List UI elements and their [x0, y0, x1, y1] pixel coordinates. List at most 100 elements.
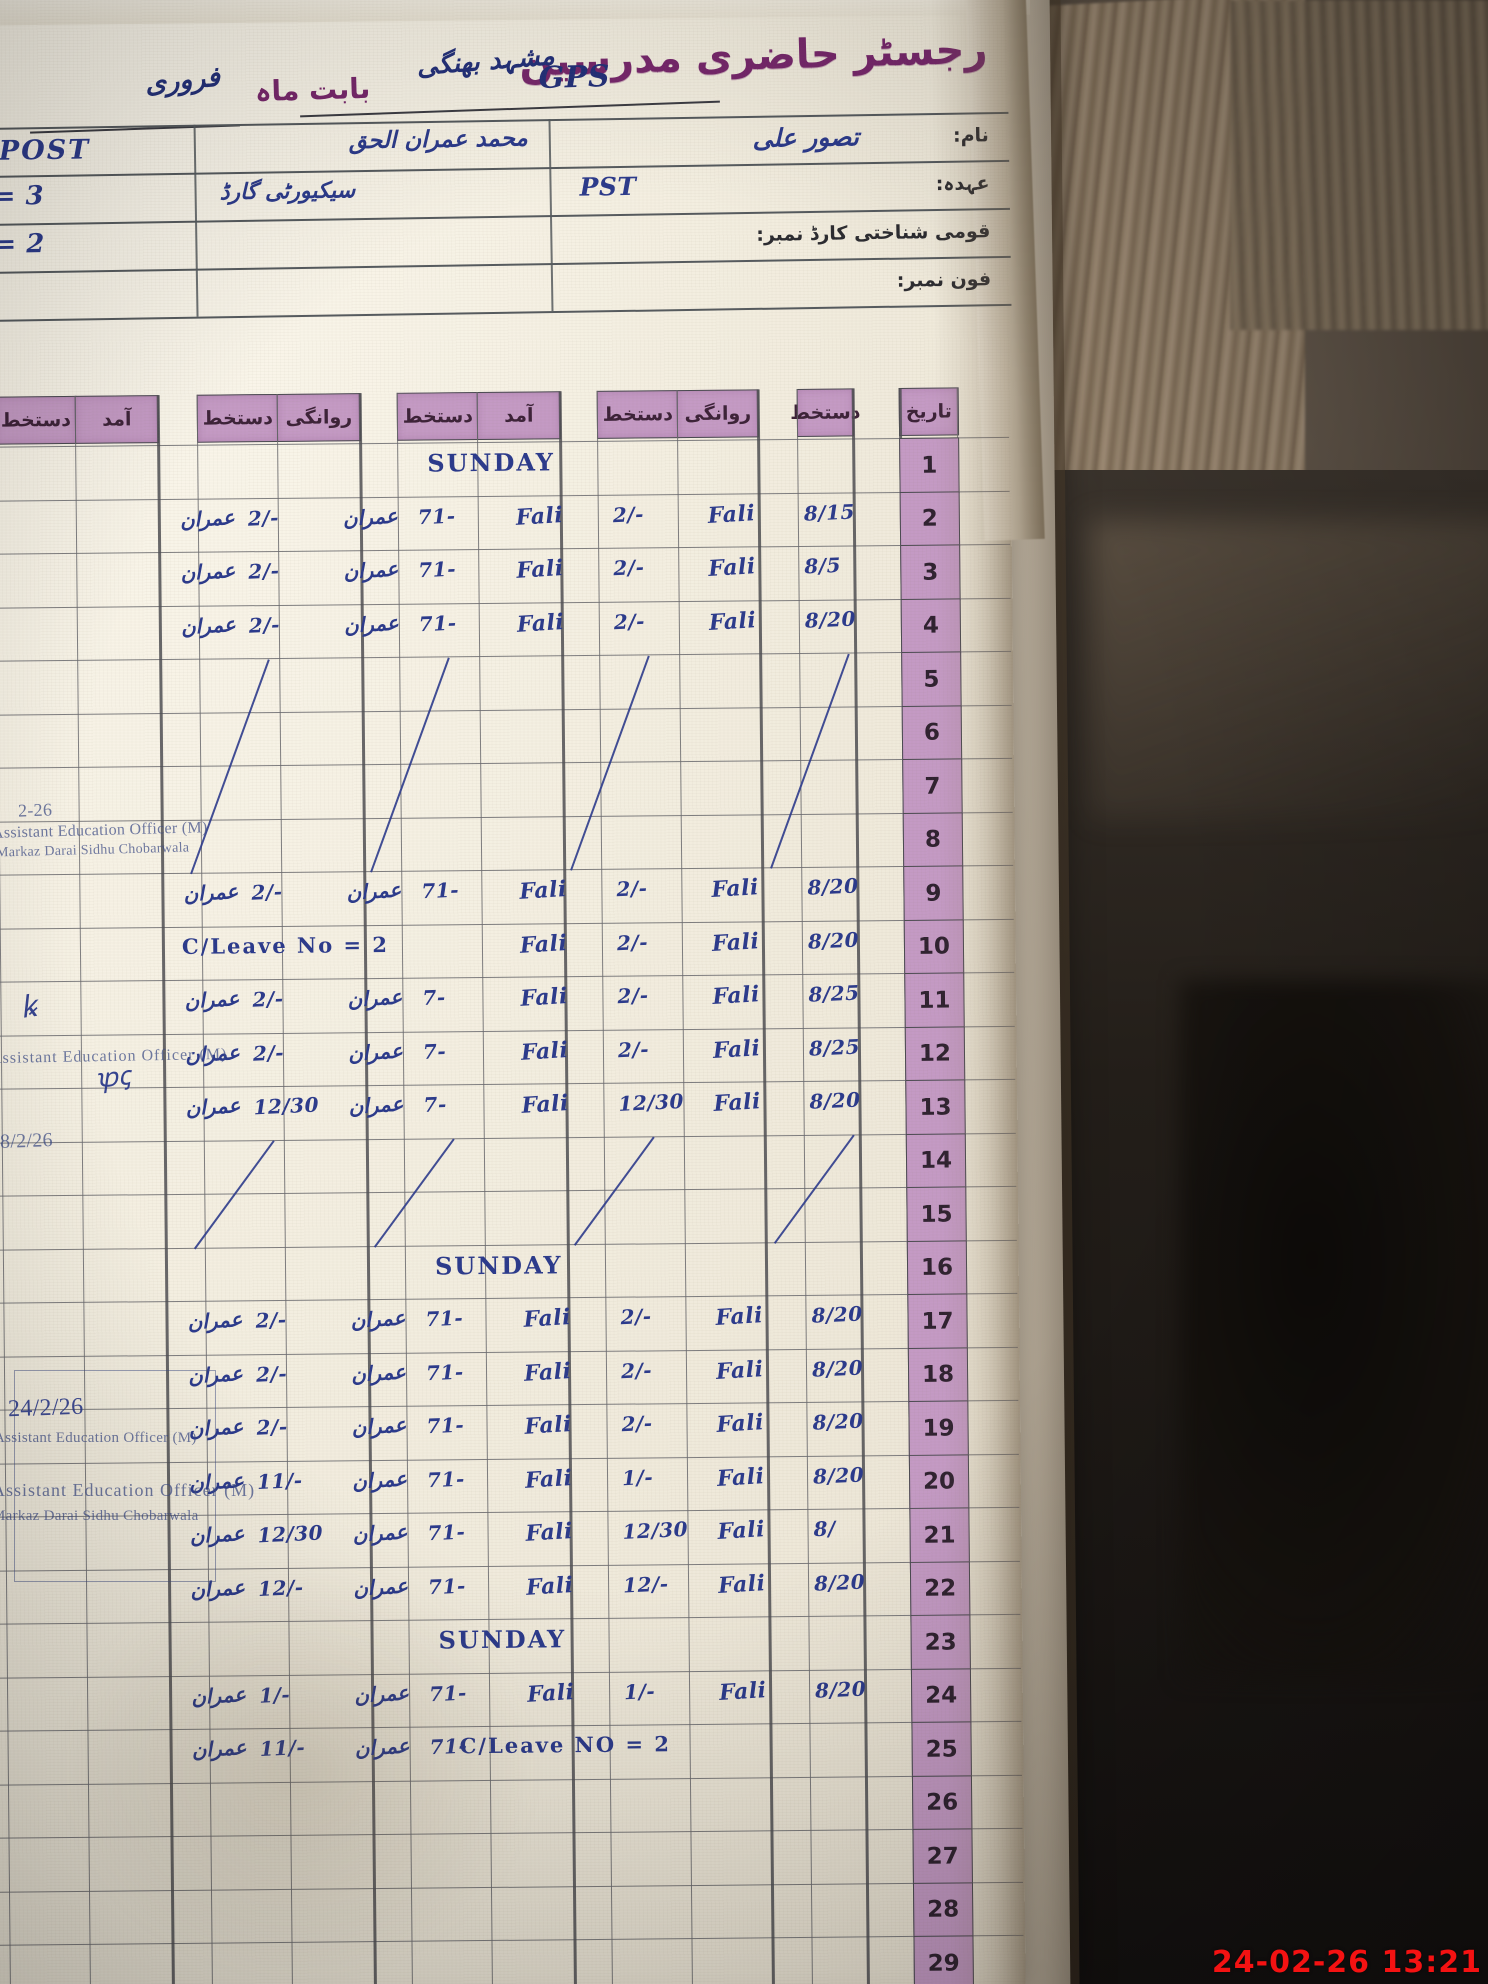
column-header-date: تاریخ	[898, 387, 960, 436]
signature-urdu: عمران	[345, 877, 402, 905]
stamp-date-3: 24/2/26	[7, 1393, 84, 1423]
arrival-time: 8/20	[811, 1355, 864, 1382]
date-cell: 8	[902, 811, 964, 868]
signature-urdu: عمران	[182, 878, 239, 907]
date-cell: 25	[911, 1721, 972, 1778]
date-number: 24	[925, 1682, 958, 1710]
arrival-time: 2/-	[247, 504, 280, 531]
column-header-5: روانگی	[276, 393, 362, 442]
arrival-time: 2/-	[248, 611, 281, 638]
label-cnic: قومی شناختی کارڈ نمبر:	[756, 220, 991, 246]
date-cell: 21	[909, 1507, 970, 1564]
date-cell: 14	[905, 1132, 967, 1189]
date-cell: 28	[912, 1881, 974, 1938]
arrival-time: 2/-	[255, 1360, 288, 1387]
signature-mark: Fali	[519, 982, 569, 1012]
date-cell: 3	[900, 544, 961, 601]
column-header-label: روانگی	[684, 402, 752, 426]
date-cell: 17	[907, 1293, 968, 1350]
date-cell: 2	[899, 490, 961, 547]
departure-time: 7-	[422, 1038, 447, 1064]
date-cell: 12	[904, 1025, 966, 1082]
departure-time: 1/-	[623, 1678, 656, 1704]
signature-mark: Fali	[712, 1088, 762, 1118]
signature-urdu: عمران	[343, 609, 400, 638]
departure-time: 71-	[418, 610, 457, 636]
date-cell: 4	[900, 597, 962, 654]
date-number: 29	[927, 1950, 960, 1977]
departure-time: 12/30	[622, 1516, 689, 1544]
date-cell: 7	[902, 758, 963, 815]
date-cell: 20	[908, 1453, 970, 1510]
casual-leave-note: C/Leave No = 2	[181, 931, 390, 959]
departure-time: 71-	[426, 1412, 465, 1439]
departure-time: 2/-	[613, 608, 646, 634]
date-cell: 11	[904, 972, 965, 1029]
departure-time: 12/30	[617, 1088, 685, 1116]
column-header-label: آمد	[504, 404, 534, 427]
departure-time: 1/-	[621, 1464, 654, 1490]
signature-mark: Fali	[520, 1036, 570, 1066]
departure-time: 71-	[426, 1466, 466, 1492]
paper-smudge	[60, 1560, 540, 1980]
signature-mark: Fali	[515, 501, 564, 531]
margin-count-2: = 2	[0, 229, 46, 260]
date-number: 1	[921, 452, 938, 479]
date-cell: 16	[906, 1239, 968, 1296]
date-number: 28	[927, 1896, 960, 1924]
arrival-time: 8/20	[808, 1087, 862, 1114]
column-header-label: تاریخ	[905, 400, 952, 423]
departure-time: 2/-	[616, 929, 649, 955]
officer-stamp-3-line2: Assistant Education Officer (M)	[0, 1480, 256, 1500]
date-cell: 10	[903, 918, 965, 975]
signature-mark: Fali	[717, 1569, 767, 1599]
floor-light-streak	[1090, 520, 1488, 820]
date-number: 7	[924, 773, 941, 800]
date-number: 26	[926, 1789, 959, 1817]
signature-urdu: عمران	[186, 1306, 244, 1335]
signature-urdu: عمران	[342, 556, 399, 584]
column-header-label: دستخط	[402, 405, 474, 428]
signature-mark: Fali	[715, 1355, 765, 1385]
value-teacher1-designation: PST	[579, 171, 637, 202]
signature-mark: Fali	[516, 608, 565, 638]
signature-mark: Fali	[523, 1357, 573, 1387]
column-header-label: دستخط	[602, 403, 674, 426]
signature-mark: Fali	[524, 1464, 574, 1494]
column-header-label: دستخط	[790, 401, 861, 425]
signature-urdu: عمران	[346, 984, 403, 1012]
wooden-surface-secondary	[1230, 0, 1488, 330]
label-name: نام:	[952, 124, 989, 147]
departure-time: 2/-	[616, 982, 649, 1009]
date-number: 15	[920, 1201, 953, 1228]
signature-scribble-2: ꝕꞔ	[93, 1061, 132, 1095]
arrival-time: 8/20	[814, 1675, 867, 1703]
arrival-time: 8/5	[803, 552, 842, 579]
departure-time: 71-	[417, 556, 457, 583]
signature-urdu: عمران	[347, 1091, 404, 1119]
signature-mark: Fali	[714, 1302, 764, 1332]
date-cell: 15	[906, 1186, 967, 1243]
date-number: 20	[922, 1468, 956, 1496]
signature-mark: Fali	[710, 874, 760, 904]
date-cell: 13	[905, 1079, 966, 1136]
signature-mark: Fali	[711, 927, 761, 957]
arrival-time: 8/20	[812, 1408, 865, 1435]
column-header-10: دستخط	[790, 388, 861, 437]
arrival-time: 8/20	[810, 1301, 864, 1328]
arrival-time: 12/30	[252, 1092, 320, 1120]
sunday-marker: SUNDAY	[427, 447, 556, 478]
date-cell: 24	[910, 1667, 972, 1724]
arrival-time: 2/-	[252, 1039, 285, 1066]
date-cell: 22	[909, 1560, 971, 1617]
label-phone: فون نمبر:	[896, 268, 992, 292]
date-cell: 5	[901, 651, 962, 708]
arrival-time: 8/25	[807, 980, 860, 1007]
date-number: 16	[920, 1254, 954, 1282]
value-teacher1-name: تصور علی	[752, 122, 860, 153]
date-number: 13	[919, 1094, 952, 1121]
date-cell: 9	[903, 865, 964, 922]
departure-time: 71-	[425, 1359, 465, 1385]
sunday-marker: SUNDAY	[434, 1249, 563, 1280]
arrival-time: 8/20	[804, 606, 857, 633]
